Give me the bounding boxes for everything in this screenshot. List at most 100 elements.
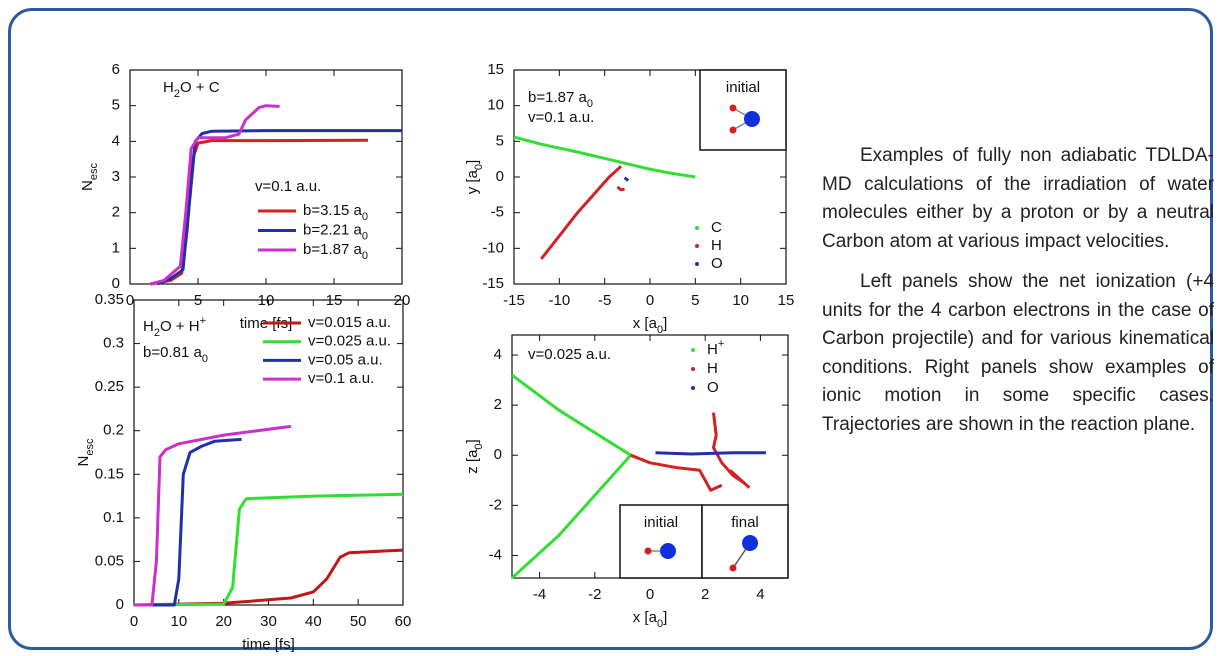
annotation: H2O + H+ (143, 315, 206, 339)
y-axis-label-part: N (75, 456, 92, 467)
legend-swatch (695, 244, 699, 248)
series-line (134, 437, 242, 607)
x-tick-label: 4 (756, 586, 764, 603)
y-tick-label: -4 (489, 546, 502, 563)
x-tick-label: -15 (503, 292, 525, 309)
y-tick-label: 5 (112, 97, 120, 114)
annotation-part: 2 (154, 327, 160, 339)
legend-swatch (691, 367, 695, 371)
x-axis-label-part: x [a (633, 315, 658, 332)
y-tick-label: 0.1 (103, 509, 124, 526)
inset-box (619, 504, 703, 579)
legend-label-part: 0 (362, 230, 368, 242)
legend-label-part: v=0.1 a.u. (308, 370, 374, 387)
y-tick-label: 0.35 (95, 291, 124, 308)
x-tick-label: -10 (548, 292, 570, 309)
atom (660, 543, 676, 559)
legend-label-part: b=3.15 a (303, 202, 362, 219)
legend-label: v=0.1 a.u. (308, 370, 374, 387)
annotation: v=0.1 a.u. (528, 109, 594, 126)
y-tick-label: 10 (487, 97, 504, 114)
series-line (655, 451, 766, 456)
y-tick-label: 4 (494, 346, 502, 363)
legend-label-part: 0 (362, 250, 368, 262)
series-line (540, 165, 625, 260)
y-axis-label: Nesc (79, 163, 100, 191)
y-axis-label-part: 0 (473, 164, 485, 170)
atom (729, 126, 737, 134)
x-tick-label: 0 (126, 292, 134, 309)
caption: Examples of fully non adiabatic TDLDA-MD… (822, 142, 1214, 451)
x-tick-label: 10 (732, 292, 749, 309)
x-tick-label: -2 (588, 586, 601, 603)
y-axis-label-part: 0 (473, 443, 485, 449)
y-tick-label: 0 (116, 596, 124, 613)
y-tick-label: 6 (112, 61, 120, 78)
legend-label: v=0.015 a.u. (308, 314, 391, 331)
x-axis-label: time [fs] (242, 636, 295, 653)
legend-label: b=1.87 a0 (303, 241, 368, 262)
x-tick-label: 30 (260, 613, 277, 630)
legend-swatch (691, 348, 695, 352)
atom (729, 104, 737, 112)
inset-box (699, 69, 787, 151)
annotation-part: O + C (180, 79, 220, 96)
legend-title: v=0.1 a.u. (255, 178, 321, 195)
y-tick-label: 1 (112, 239, 120, 256)
legend-label-part: b=1.87 a (303, 241, 362, 258)
legend-label-part: b=2.21 a (303, 221, 362, 238)
x-tick-label: 0 (646, 586, 654, 603)
inset-label: initial (644, 514, 678, 531)
legend-label: H+ (707, 338, 724, 358)
legend-label: b=2.21 a0 (303, 221, 368, 242)
x-tick-label: 50 (350, 613, 367, 630)
y-tick-label: 0.15 (95, 465, 124, 482)
y-tick-label: -15 (482, 275, 504, 292)
legend-label: b=3.15 a0 (303, 202, 368, 223)
x-tick-label: 40 (305, 613, 322, 630)
series-line (133, 548, 404, 607)
annotation-part: 0 (202, 353, 208, 365)
annotation-part: 2 (174, 88, 180, 100)
x-axis-label: x [a0] (633, 315, 667, 336)
y-tick-label: 0 (496, 168, 504, 185)
legend-label: O (711, 255, 723, 272)
legend-swatch (695, 226, 699, 230)
x-axis-label-part: ] (663, 315, 667, 332)
atom (744, 111, 760, 127)
y-tick-label: 15 (487, 61, 504, 78)
legend-label-part: O (711, 255, 723, 272)
y-axis-label-part: esc (88, 163, 100, 181)
legend-label-part: + (718, 338, 724, 350)
legend-label: C (711, 219, 722, 236)
legend-label-part: H (711, 237, 722, 254)
y-axis-label-part: z [a (464, 449, 481, 474)
legend-label: H (711, 237, 722, 254)
series-line (630, 412, 751, 492)
legend-label-part: v=0.015 a.u. (308, 314, 391, 331)
series-line (133, 492, 404, 607)
legend-label: v=0.025 a.u. (308, 333, 391, 350)
paragraph: Examples of fully non adiabatic TDLDA-MD… (822, 145, 1214, 252)
x-tick-label: -4 (533, 586, 546, 603)
legend-label-part: O (707, 379, 719, 396)
annotation: v=0.025 a.u. (528, 346, 611, 363)
annotation: b=1.87 a0 (528, 89, 593, 110)
x-tick-label: 5 (691, 292, 699, 309)
series-line (150, 104, 280, 286)
legend-label-part: v=0.05 a.u. (308, 351, 383, 368)
y-axis-label: z [a0] (464, 439, 485, 473)
x-tick-label: 0 (646, 292, 654, 309)
annotation-part: b=0.81 a (143, 344, 202, 361)
annotation-part: H (163, 79, 174, 96)
y-tick-label: 3 (112, 168, 120, 185)
inset-label: final (731, 514, 759, 531)
y-axis-label: y [a0] (464, 160, 485, 194)
y-tick-label: 4 (112, 132, 120, 149)
annotation-part: b=1.87 a (528, 89, 587, 106)
y-tick-label: 0 (112, 275, 120, 292)
legend-swatch (695, 262, 699, 266)
x-tick-label: 20 (215, 613, 232, 630)
y-axis-label: Nesc (75, 438, 96, 466)
